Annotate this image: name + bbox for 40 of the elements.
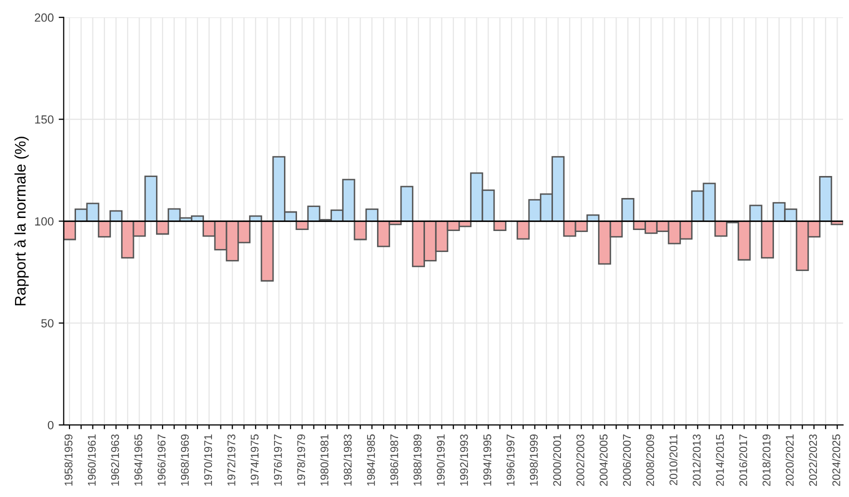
x-tick-label: 2020/2021 [786, 434, 794, 486]
x-tick-label: 2014/2015 [716, 434, 724, 486]
x-tick-label: 1994/1995 [483, 434, 492, 486]
x-tick-label: 2010/2011 [669, 434, 678, 486]
y-tick-label: 200 [34, 13, 54, 22]
y-tick-label: 100 [35, 217, 54, 226]
x-tick-label: 1968/1969 [180, 434, 189, 486]
x-tick-label: 1960/1961 [88, 434, 96, 486]
x-tick-label: 1958/1959 [64, 434, 72, 486]
x-tick-label: 1980/1981 [320, 434, 328, 486]
x-tick-label: 2002/2003 [576, 434, 584, 486]
y-tick-label: 0 [48, 420, 54, 430]
x-tick-label: 1986/1987 [390, 434, 398, 486]
x-tick-label: 1998/1999 [530, 434, 538, 486]
x-tick-label: 2004/2005 [599, 434, 608, 486]
x-tick-label: 1972/1973 [227, 434, 236, 486]
x-tick-label: 1962/1963 [110, 434, 120, 486]
x-tick-label: 1990/1991 [436, 434, 445, 486]
x-tick-label: 1996/1997 [506, 434, 515, 486]
x-tick-label: 1978/1979 [296, 434, 306, 486]
y-tick-label: 50 [41, 319, 54, 328]
x-tick-label: 1976/1977 [274, 434, 282, 486]
x-tick-label: 1988/1989 [413, 434, 422, 486]
x-tick-label: 1974/1975 [250, 434, 259, 486]
x-tick-label: 2000/2001 [552, 434, 562, 486]
x-tick-label: 2024/2025 [832, 434, 840, 486]
x-tick-label: 2018/2019 [762, 434, 770, 486]
x-tick-label: 1966/1967 [157, 434, 166, 486]
x-tick-label: 1992/1993 [460, 434, 468, 486]
y-tick-label: 150 [35, 115, 54, 124]
x-tick-label: 1984/1985 [366, 434, 375, 486]
x-tick-label: 2008/2009 [646, 434, 654, 486]
y-axis-title: Rapport à la normale (%) [14, 136, 29, 306]
x-tick-label: 2006/2007 [622, 434, 631, 486]
x-tick-label: 2016/2017 [739, 434, 748, 486]
x-tick-label: 1970/1971 [204, 434, 212, 486]
x-tick-label: 2012/2013 [692, 434, 701, 486]
x-tick-label: 1964/1965 [134, 434, 142, 486]
x-tick-label: 1982/1983 [343, 434, 352, 486]
x-tick-label: 2022/2023 [808, 434, 817, 486]
